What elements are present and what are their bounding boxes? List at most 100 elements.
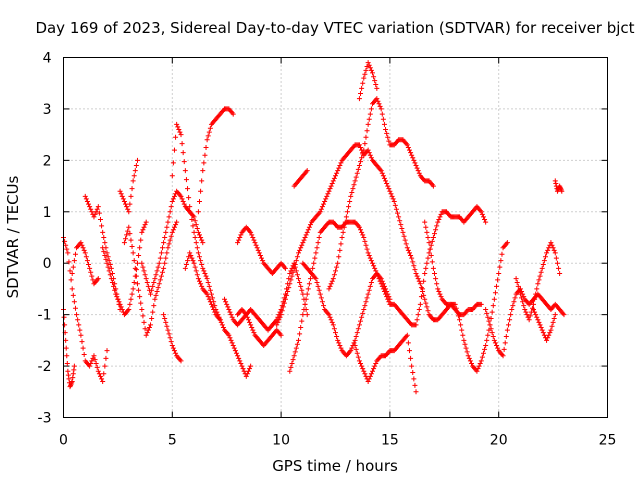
data-point — [499, 251, 505, 257]
data-point — [278, 332, 284, 338]
data-point — [406, 250, 412, 256]
data-point — [434, 223, 440, 229]
data-series-sat-b — [61, 307, 77, 390]
data-point — [318, 206, 324, 212]
data-point — [396, 214, 402, 220]
data-point — [415, 312, 421, 318]
data-point — [412, 382, 418, 388]
data-point — [229, 340, 235, 346]
data-point — [243, 312, 249, 318]
data-point — [287, 281, 293, 287]
data-point — [466, 355, 472, 361]
data-point — [185, 258, 191, 264]
data-point — [118, 191, 124, 197]
data-point — [354, 330, 360, 336]
data-point — [384, 181, 390, 186]
data-point — [202, 152, 208, 158]
data-point — [356, 163, 362, 168]
data-point — [195, 229, 201, 235]
data-point — [408, 355, 414, 361]
data-point — [75, 317, 81, 323]
data-point — [169, 229, 175, 235]
data-point — [205, 280, 211, 285]
data-point — [350, 186, 356, 192]
data-point — [359, 314, 365, 320]
data-point — [102, 253, 108, 258]
data-point — [299, 242, 305, 248]
data-point — [430, 235, 436, 240]
data-point — [418, 294, 424, 300]
data-point — [190, 223, 196, 229]
data-point — [296, 337, 302, 343]
data-point — [161, 265, 167, 271]
data-point — [115, 296, 121, 302]
data-series-sat-o — [235, 307, 284, 348]
data-point — [88, 269, 94, 275]
data-point — [70, 375, 76, 381]
y-tick-label: 4 — [43, 51, 52, 67]
data-point — [538, 325, 544, 330]
data-point — [318, 295, 324, 301]
data-point — [535, 281, 541, 287]
data-point — [105, 254, 111, 260]
data-point — [367, 111, 373, 117]
data-point — [496, 271, 502, 276]
data-point — [243, 373, 249, 379]
data-point — [120, 196, 126, 202]
data-point — [404, 245, 410, 251]
data-point — [356, 96, 362, 102]
data-point — [328, 183, 334, 189]
data-point — [149, 316, 155, 321]
data-point — [119, 193, 125, 199]
data-point — [425, 255, 431, 261]
data-point — [104, 260, 110, 266]
data-point — [219, 322, 225, 328]
data-point — [188, 253, 194, 258]
data-point — [552, 178, 558, 184]
data-point — [300, 291, 306, 297]
data-point — [503, 334, 509, 339]
data-point — [256, 250, 262, 256]
data-point — [520, 299, 526, 305]
data-point — [69, 379, 75, 384]
data-point — [287, 368, 293, 374]
data-point — [107, 272, 113, 278]
data-point — [166, 241, 172, 247]
data-point — [534, 286, 540, 292]
data-point — [170, 345, 176, 351]
data-point — [549, 323, 555, 329]
data-point — [378, 276, 384, 282]
data-point — [143, 219, 149, 225]
data-point — [137, 294, 143, 300]
data-point — [354, 170, 360, 176]
data-point — [326, 286, 332, 292]
data-point — [129, 244, 135, 249]
data-point — [521, 303, 527, 309]
data-point — [226, 332, 232, 338]
data-point — [255, 247, 261, 253]
data-point — [74, 312, 80, 318]
data-point — [194, 245, 200, 251]
data-point — [198, 281, 204, 287]
y-tick-label: -1 — [38, 308, 52, 324]
data-point — [131, 173, 137, 179]
data-point — [89, 358, 95, 364]
data-point — [432, 231, 438, 237]
data-point — [205, 294, 211, 300]
data-point — [150, 309, 156, 315]
data-point — [427, 246, 433, 252]
plot-frame — [63, 57, 608, 418]
data-point — [406, 348, 412, 354]
data-point — [125, 228, 131, 234]
data-point — [132, 265, 138, 271]
data-point — [297, 247, 303, 253]
data-point — [171, 147, 177, 153]
data-point — [411, 157, 417, 163]
data-point — [181, 159, 187, 165]
data-point — [365, 291, 371, 297]
data-point — [96, 371, 102, 377]
x-tick-label: 25 — [599, 433, 617, 449]
data-point — [335, 337, 341, 343]
data-point — [426, 250, 432, 256]
